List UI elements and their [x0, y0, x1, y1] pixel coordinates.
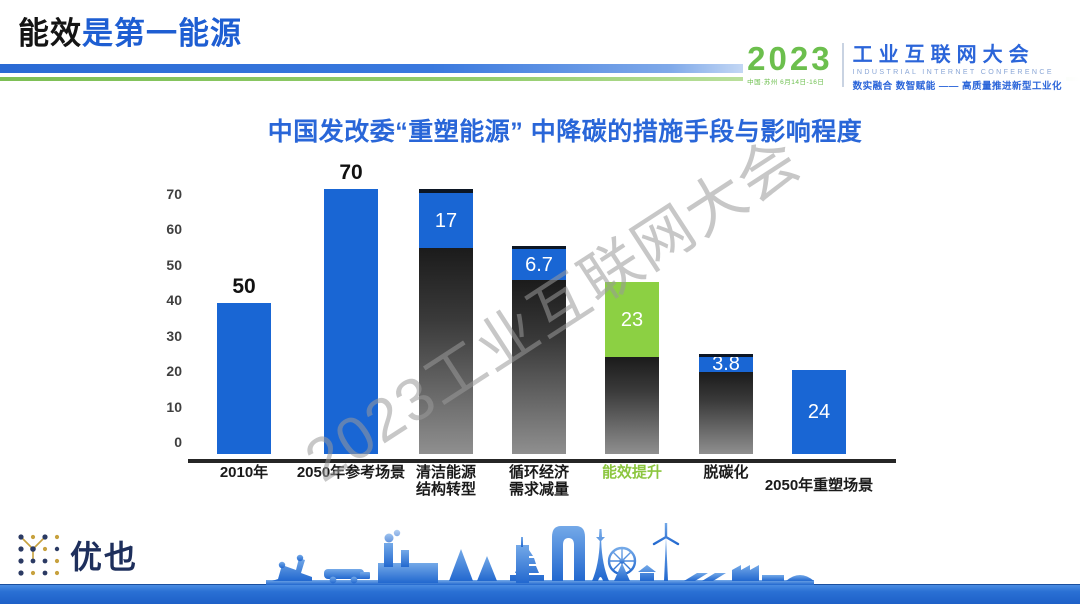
conference-venue-date: 中国·苏州 6月14日-16日 [747, 79, 825, 86]
bar-1-segment-blue [217, 303, 271, 454]
brand-logo: 优也 [16, 532, 138, 578]
x-axis-line [188, 459, 896, 463]
bar-5-segment-green: 23 [605, 282, 659, 357]
conference-logo: 2023 中国·苏州 6月14日-16日 工业互联网大会 INDUSTRIAL … [743, 36, 1066, 94]
bar-4-segment-blue: 6.7 [512, 249, 566, 280]
bar-6-segment-blue: 3.8 [699, 353, 753, 376]
bar-4-segment-dark [512, 280, 566, 454]
x-category-label-1: 2010年 [219, 464, 269, 481]
page-title-blue-part: 是第一能源 [82, 16, 242, 51]
bar-3-value-label: 17 [434, 209, 458, 232]
brand-dots-icon [18, 534, 60, 576]
y-tick-10: 10 [166, 398, 182, 415]
city-skyline-graphic [266, 523, 814, 585]
bar-5-segment-dark [605, 356, 659, 454]
conference-logo-right: 工业互联网大会 INDUSTRIAL INTERNET CONFERENCE 数… [853, 38, 1062, 92]
x-category-label-3: 清洁能源 结构转型 [415, 464, 476, 498]
bar-4-value-label: 6.7 [525, 253, 553, 276]
bar-6-segment-cap [699, 353, 753, 358]
bar-4-segment-cap [512, 245, 566, 250]
page-title-black-part: 能效 [18, 16, 82, 51]
y-tick-50: 50 [166, 256, 182, 273]
bar-5-value-label: 23 [620, 308, 644, 331]
bar-3-segment-cap [419, 189, 473, 193]
conference-logo-left: 2023 中国·苏州 6月14日-16日 [747, 40, 833, 86]
bar-2-segment-blue [324, 189, 378, 454]
conference-year: 2023 [747, 40, 833, 77]
page-title: 能效是第一能源 [18, 8, 242, 53]
y-tick-60: 60 [166, 221, 182, 238]
brand-name: 优也 [70, 539, 139, 575]
bar-7-value-label: 24 [807, 400, 831, 423]
bottom-band [0, 584, 1080, 604]
bar-2-value-label: 70 [339, 161, 363, 185]
chart-title: 中国发改委“重塑能源” 中降碳的措施手段与影响程度 [267, 118, 863, 146]
y-tick-20: 20 [166, 363, 182, 380]
x-category-label-2: 2050年参考场景 [296, 464, 406, 481]
conference-slogan: 数实融合 数智赋能 —— 高质量推进新型工业化 [852, 81, 1062, 92]
logo-divider [841, 43, 844, 87]
bar-7-segment-blue: 24 [792, 369, 846, 454]
x-category-label-4: 循环经济 需求减量 [508, 464, 569, 498]
y-tick-30: 30 [166, 327, 182, 344]
x-category-label-5: 能效提升 [601, 464, 662, 481]
header-rule-blue [0, 64, 1080, 73]
bar-6-value-label: 3.8 [712, 353, 740, 376]
header-rule-green [0, 77, 1080, 81]
x-category-label-7: 2050年重塑场景 [764, 477, 874, 494]
x-category-label-6: 脱碳化 [703, 464, 749, 481]
y-tick-40: 40 [166, 292, 182, 309]
conference-name-en: INDUSTRIAL INTERNET CONFERENCE [852, 68, 1054, 76]
bar-6-segment-dark [699, 371, 753, 454]
bar-3-segment-blue: 17 [419, 193, 473, 249]
y-tick-0: 0 [174, 434, 182, 451]
conference-name-cn: 工业互联网大会 [852, 44, 1035, 66]
bar-1-value-label: 50 [232, 275, 256, 299]
bar-3-segment-dark [419, 248, 473, 454]
y-tick-70: 70 [166, 185, 182, 202]
